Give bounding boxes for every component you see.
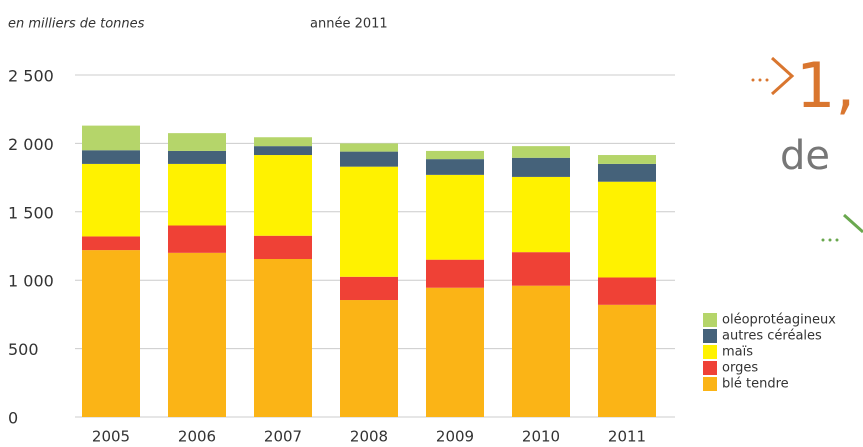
bar-segment (512, 252, 570, 286)
legend-label: autres céréales (722, 329, 822, 344)
bar-segment (254, 235, 312, 259)
bar-segment (598, 304, 656, 417)
annotation: 1, (796, 49, 855, 122)
bar-segment (426, 159, 484, 175)
y-tick-label: 500 (8, 340, 39, 359)
y-tick-label: 0 (8, 409, 18, 428)
bar-segment (254, 258, 312, 417)
legend-swatch (703, 329, 717, 343)
bar-segment (340, 300, 398, 417)
x-tick-label: 2009 (436, 428, 474, 446)
bar-segment (340, 276, 398, 301)
bar-segment (426, 150, 484, 160)
bar-segment (82, 163, 140, 237)
legend-swatch (703, 377, 717, 391)
y-tick-label: 1 500 (8, 203, 54, 222)
bar-segment (82, 250, 140, 417)
x-tick-label: 2005 (92, 428, 130, 446)
chart-subtitle: en milliers de tonnes (8, 17, 145, 32)
bar-segment (512, 146, 570, 158)
bar-segment (426, 287, 484, 417)
bar-segment (340, 166, 398, 277)
x-tick-label: 2007 (264, 428, 302, 446)
bar-segment (426, 174, 484, 260)
legend-label: maïs (722, 345, 753, 360)
bar-segment (254, 155, 312, 236)
x-tick-label: 2008 (350, 428, 388, 446)
bar-segment (426, 259, 484, 288)
bar-segment (82, 150, 140, 164)
legend-swatch (703, 345, 717, 359)
bar-segment (512, 285, 570, 417)
bar-segment (82, 236, 140, 251)
bar-segment (598, 181, 656, 278)
x-tick-label: 2010 (522, 428, 560, 446)
bar-segment (254, 137, 312, 147)
bar-segment (82, 125, 140, 151)
annotation: de (780, 133, 830, 179)
x-tick-label: 2006 (178, 428, 216, 446)
bar-segment (168, 133, 226, 151)
legend-swatch (703, 361, 717, 375)
bar-segment (254, 146, 312, 156)
y-tick-label: 2 500 (8, 67, 54, 86)
bar-segment (512, 157, 570, 177)
y-tick-label: 2 000 (8, 135, 54, 154)
x-tick-label: 2011 (608, 428, 646, 446)
chart-title: année 2011 (310, 17, 388, 32)
bar-segment (340, 151, 398, 167)
legend-swatch (703, 313, 717, 327)
bar-segment (168, 252, 226, 417)
y-tick-label: 1 000 (8, 272, 54, 291)
bar-segment (168, 163, 226, 226)
legend-label: blé tendre (722, 377, 789, 392)
bar-segment (598, 277, 656, 305)
bar-segment (598, 163, 656, 182)
legend-label: orges (722, 361, 758, 376)
legend-label: oléoprotéagineux (722, 313, 836, 328)
bar-segment (168, 225, 226, 253)
bar-segment (512, 176, 570, 253)
bar-segment (598, 155, 656, 164)
decor (751, 56, 863, 242)
bar-segment (168, 150, 226, 164)
bar-segment (340, 143, 398, 152)
